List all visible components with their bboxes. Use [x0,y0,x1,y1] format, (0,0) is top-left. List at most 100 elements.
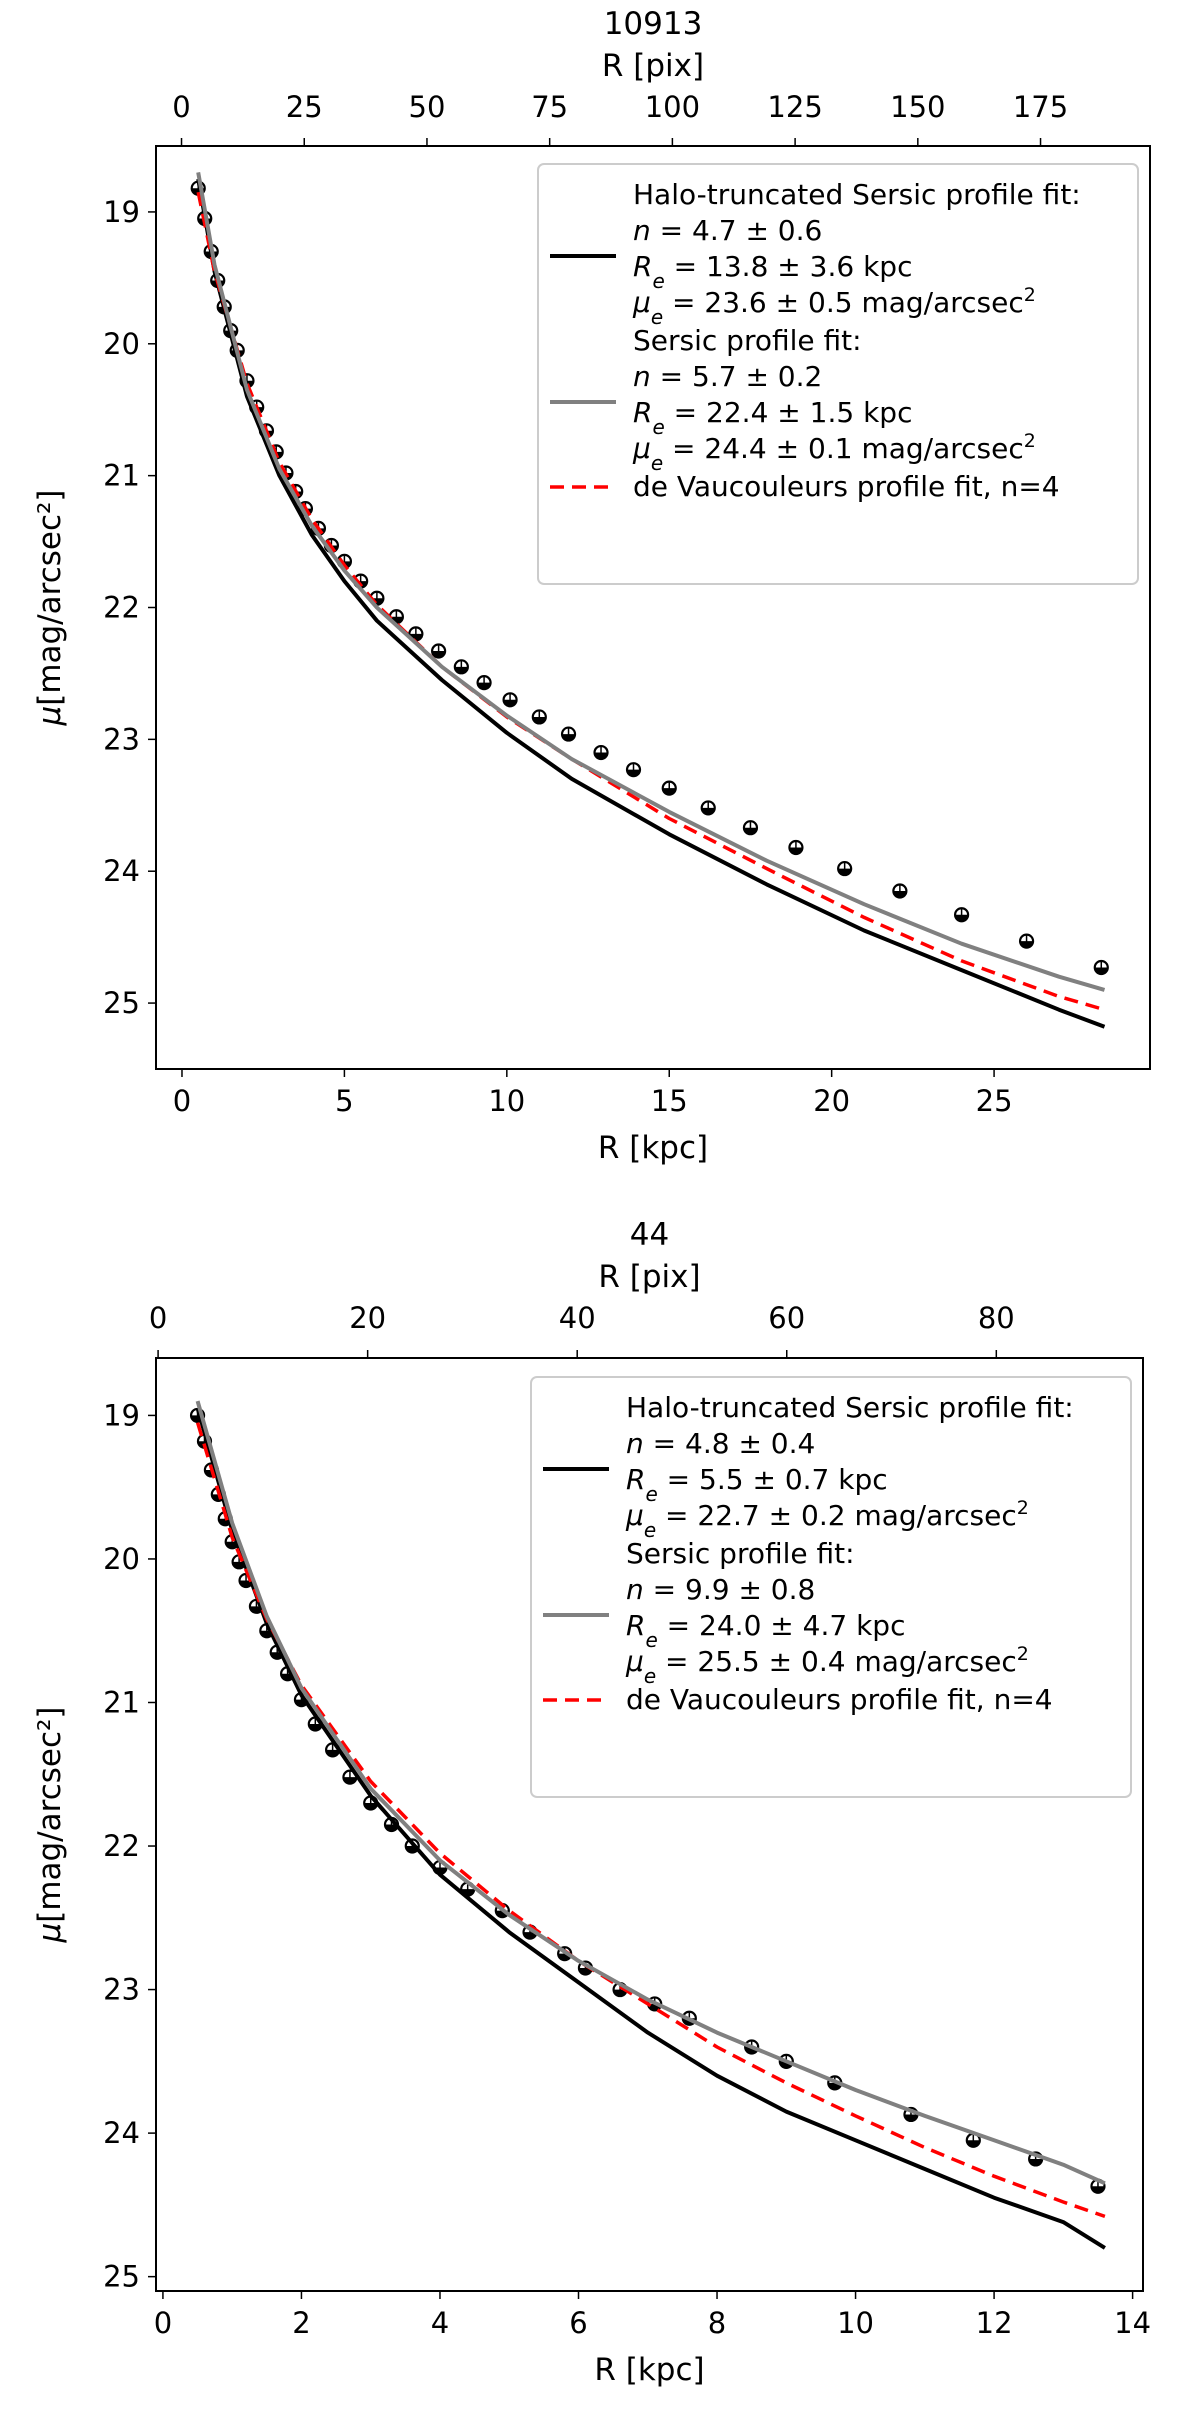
y-tick-label: 22 [103,591,140,625]
chart-10913: 10913 R [pix] R [kpc] μ[mag/arcsec²] 0 5 10 15 2… [32,6,1151,1166]
x-tick-label: 6 [569,2306,587,2340]
top-tick-label: 75 [531,90,568,124]
data-point-fill [232,1561,246,1569]
data-point-fill [562,734,576,741]
data-point-fill [627,769,641,777]
top-tick-label: 40 [559,1301,596,1335]
data-point-fill [1029,2158,1043,2166]
x-tick-label: 12 [976,2306,1013,2340]
y-tick-label: 21 [103,1685,140,1719]
data-point-fill [701,807,715,815]
legend-param: Re = 13.8 ± 3.6 kpc [633,250,912,293]
data-point-fill [955,914,969,922]
legend-label: Sersic profile fit: [626,1537,855,1570]
data-point-fill [662,788,676,795]
legend-param: μe = 25.5 ± 0.4 mag/arcsec2 [625,1643,1029,1688]
legend-box [537,163,1139,585]
data-point-fill [532,716,546,724]
top-tick-label: 125 [767,90,822,124]
halo-sersic-fit-line [196,178,1106,1029]
y-tick-label: 23 [103,1973,140,2007]
x-tick-label: 5 [335,1084,353,1118]
x-tick-label: 0 [154,2306,172,2340]
legend-label: Sersic profile fit: [633,324,862,357]
legend-param: n = 4.7 ± 0.6 [633,214,822,247]
data-point-fill [523,1932,537,1939]
data-point-fill [594,752,608,760]
data-point-fill [789,847,803,854]
top-tick-label: 50 [409,90,446,124]
plot-frame [155,1357,1144,2292]
plot-area [189,1400,1106,2250]
y-tick-label: 24 [103,854,140,888]
de-vaucouleurs-fit-line [196,191,1105,1012]
top-axis-label: R [pix] [602,48,704,84]
top-tick-label: 100 [645,90,700,124]
data-point-fill [364,1802,378,1810]
data-point-fill [966,2140,980,2147]
legend-label: de Vaucouleurs profile fit, n=4 [626,1683,1053,1716]
legend-param: n = 4.8 ± 0.4 [626,1427,815,1460]
sersic-fit-line [195,1400,1106,2186]
y-tick-label: 25 [103,2260,140,2294]
legend-param: n = 9.9 ± 0.8 [626,1573,815,1606]
plot-area [190,172,1109,1029]
top-tick-label: 175 [1013,90,1068,124]
y-axis-label: μ[mag/arcsec²] [32,489,68,726]
plot-frame [155,145,1151,1070]
data-point-fill [454,666,468,674]
top-tick-label: 20 [349,1301,386,1335]
x-tick-label: 20 [813,1084,850,1118]
top-tick-label: 80 [978,1301,1015,1335]
y-tick-label: 19 [103,1398,140,1432]
x-tick-label: 2 [292,2306,310,2340]
chart-44: 44R [pix]R [kpc]μ[mag/arcsec²]0 2 4 6 8 10 12 1… [32,1217,1151,2388]
x-axis-label: R [kpc] [598,1130,708,1166]
data-point-fill [343,1777,357,1784]
y-tick-label: 22 [103,1829,140,1863]
data-point-fill [893,890,907,898]
legend-box [530,1376,1132,1798]
legend-param: Re = 24.0 ± 4.7 kpc [626,1609,905,1652]
legend-param: μe = 23.6 ± 0.5 mag/arcsec2 [632,284,1036,329]
top-tick-label: 150 [890,90,945,124]
legend-param: Re = 22.4 ± 1.5 kpc [633,396,912,439]
x-tick-label: 4 [431,2306,449,2340]
legend-label: Halo-truncated Sersic profile fit: [633,178,1081,211]
data-point-fill [1094,967,1108,974]
y-tick-label: 19 [103,195,140,229]
x-tick-label: 8 [708,2306,726,2340]
legend-param: Re = 5.5 ± 0.7 kpc [626,1463,888,1506]
y-tick-label: 20 [103,327,140,361]
y-tick-label: 21 [103,459,140,493]
x-tick-label: 10 [488,1084,525,1118]
data-point-fill [613,1989,627,1997]
legend-param: μe = 22.7 ± 0.2 mag/arcsec2 [625,1497,1029,1542]
y-tick-label: 24 [103,2116,140,2150]
data-point-fill [1091,2186,1105,2193]
data-point-fill [904,2114,918,2121]
top-tick-label: 0 [172,90,190,124]
y-tick-label: 23 [103,722,140,756]
data-point-fill [477,682,491,690]
legend: Halo-truncated Sersic profile fit:n = 4.… [537,163,1139,585]
top-axis-label: R [pix] [598,1259,700,1295]
data-point-fill [1020,941,1034,948]
x-axis-label: R [kpc] [594,2352,704,2388]
data-point-fill [838,868,852,876]
data-point-fill [432,651,446,658]
halo-sersic-fit-line [195,1407,1106,2250]
top-tick-label: 60 [768,1301,805,1335]
top-tick-label: 25 [286,90,323,124]
top-tick-label: 0 [149,1301,167,1335]
x-tick-label: 10 [837,2306,874,2340]
legend: Halo-truncated Sersic profile fit:n = 4.… [530,1376,1132,1798]
y-tick-label: 20 [103,1542,140,1576]
data-point-fill [578,1968,592,1975]
data-point-fill [308,1724,322,1731]
data-point-fill [503,699,517,707]
y-axis-label: μ[mag/arcsec²] [32,1706,68,1943]
x-tick-label: 25 [976,1084,1013,1118]
legend-param: n = 5.7 ± 0.2 [633,360,822,393]
